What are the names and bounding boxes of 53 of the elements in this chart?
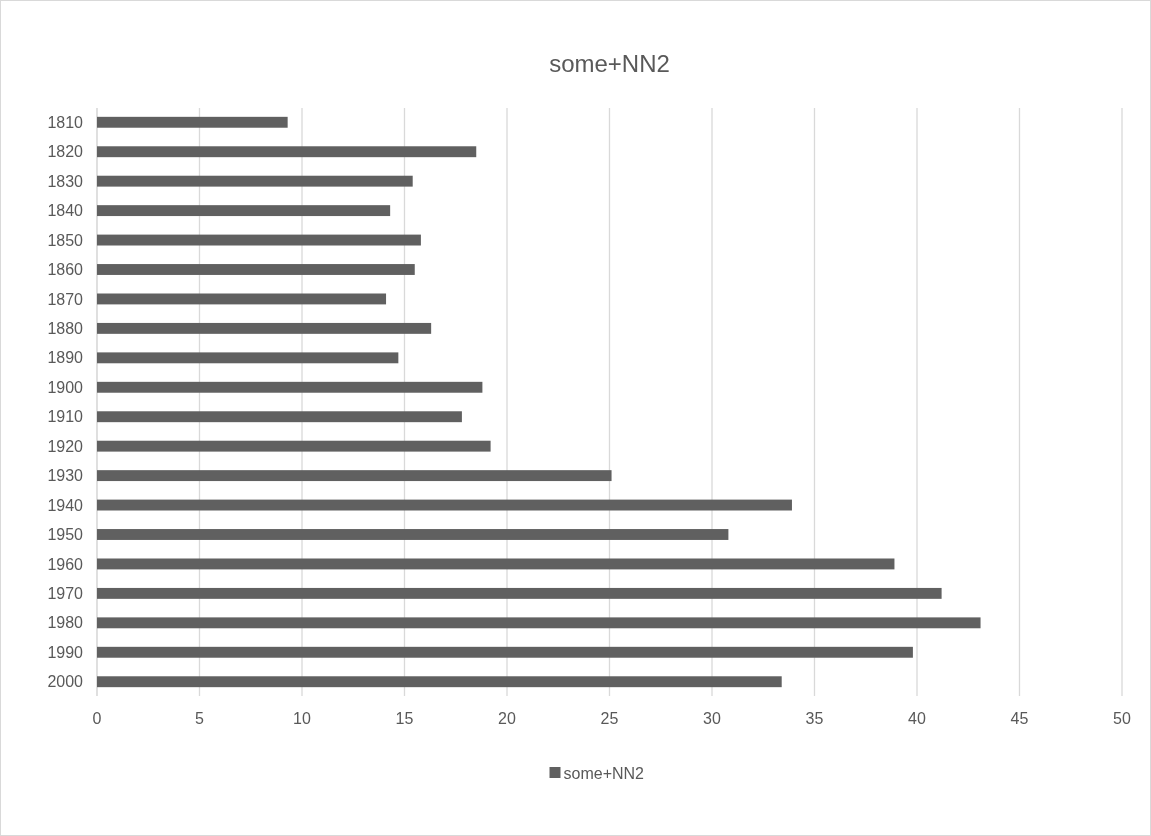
bar <box>97 146 477 158</box>
bar <box>97 587 942 599</box>
bar <box>97 293 387 305</box>
x-tick-label: 45 <box>1010 710 1029 727</box>
y-tick-label: 1920 <box>47 437 84 455</box>
y-tick-label: 1970 <box>47 584 84 602</box>
x-tick-label: 5 <box>195 710 205 727</box>
chart-title: some+NN2 <box>549 50 670 77</box>
x-tick-label: 30 <box>703 710 721 727</box>
x-tick-label: 0 <box>92 710 102 727</box>
x-tick-label: 20 <box>498 710 516 727</box>
bar <box>97 470 612 482</box>
y-tick-label: 2000 <box>47 673 84 691</box>
y-tick-label: 1960 <box>47 555 84 573</box>
bar <box>97 264 415 275</box>
bar <box>97 322 432 334</box>
y-tick-label: 1950 <box>47 526 84 544</box>
y-tick-label: 1940 <box>47 496 84 514</box>
bar <box>97 175 413 187</box>
bar <box>97 529 729 540</box>
bar <box>97 116 288 128</box>
y-tick-label: 1880 <box>47 319 84 337</box>
bar <box>97 411 462 423</box>
x-tick-label: 25 <box>600 710 619 727</box>
bar <box>97 499 792 511</box>
y-tick-label: 1830 <box>47 172 84 190</box>
bar <box>97 234 421 246</box>
x-tick-label: 35 <box>805 710 824 727</box>
bar <box>97 440 491 452</box>
y-tick-label: 1870 <box>47 290 84 308</box>
x-tick-label: 40 <box>908 710 926 727</box>
y-tick-label: 1980 <box>47 614 84 632</box>
y-tick-label: 1990 <box>47 643 84 661</box>
y-tick-label: 1850 <box>47 231 84 249</box>
y-tick-label: 1910 <box>47 408 84 426</box>
bar <box>97 381 483 393</box>
x-tick-label: 15 <box>395 710 414 727</box>
x-tick-label: 10 <box>293 710 311 727</box>
bar <box>97 205 391 217</box>
y-tick-label: 1930 <box>47 467 84 485</box>
bar <box>97 646 913 658</box>
bar <box>97 352 399 364</box>
y-tick-label: 1890 <box>47 349 84 367</box>
legend-label: some+NN2 <box>563 764 645 782</box>
y-tick-label: 1820 <box>47 143 84 161</box>
bar <box>97 676 782 688</box>
y-tick-label: 1810 <box>47 113 84 131</box>
x-tick-label: 50 <box>1113 710 1131 727</box>
y-tick-label: 1840 <box>47 202 84 220</box>
bar <box>97 558 895 570</box>
y-tick-label: 1900 <box>47 378 84 396</box>
y-tick-label: 1860 <box>47 261 84 279</box>
bar <box>97 617 981 629</box>
